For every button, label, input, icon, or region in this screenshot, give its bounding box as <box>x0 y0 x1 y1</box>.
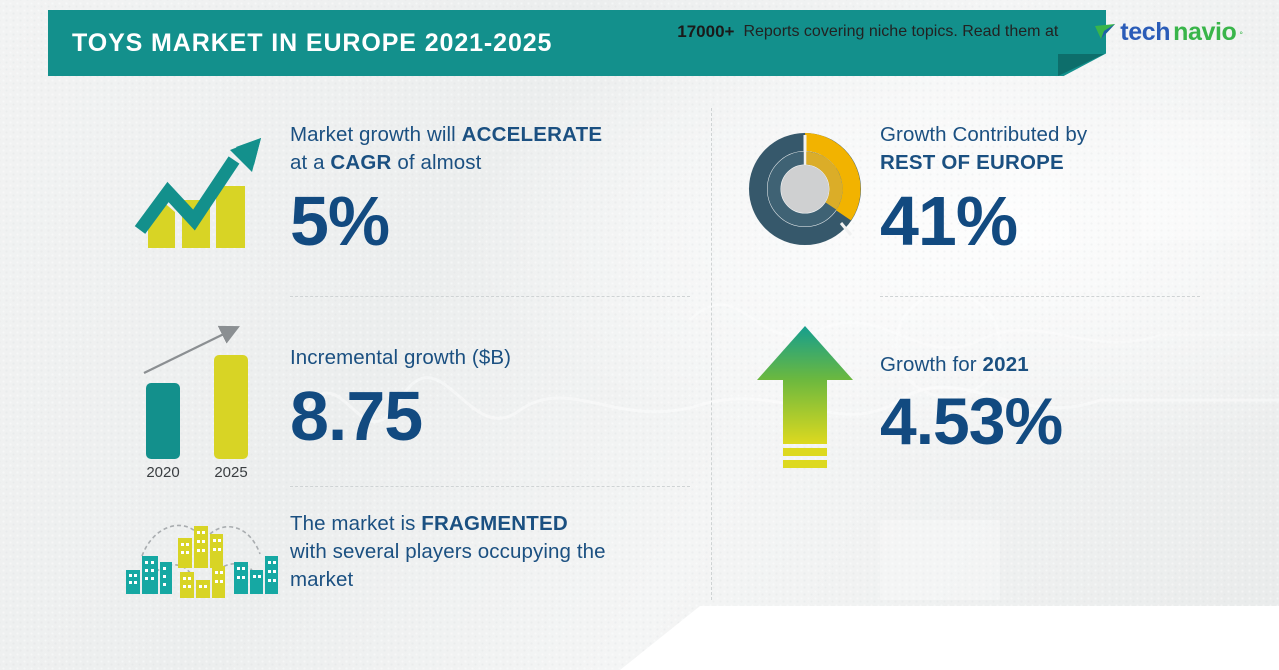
city-buildings-network-icon <box>110 504 290 600</box>
bar-label-2025: 2025 <box>214 464 247 481</box>
incremental-growth-value: 8.75 <box>290 376 423 455</box>
column-divider <box>711 108 712 600</box>
cagr-line2-bold: CAGR <box>330 151 392 175</box>
cagr-value: 5% <box>290 182 390 261</box>
left-divider-1 <box>290 296 690 297</box>
cagr-caption: Market growth will ACCELERATE at a CAGR … <box>290 121 690 178</box>
rest-of-europe-caption: Growth Contributed by REST OF EUROPE <box>880 121 1200 178</box>
growth-2021-text-group: Growth for 2021 4.53% <box>880 351 1200 454</box>
logo-trademark: ° <box>1239 29 1243 40</box>
growth-2021-caption: Growth for 2021 <box>880 351 1200 379</box>
stat-block-rest-of-europe: Growth Contributed by REST OF EUROPE 41% <box>730 96 1200 281</box>
logo-text-navio: navio <box>1173 17 1237 46</box>
incremental-growth-text-group: Incremental growth ($B) 8.75 <box>290 344 690 451</box>
growth-2021-line1-bold: 2021 <box>982 352 1029 376</box>
footer-content: 17000+ Reports covering niche topics. Re… <box>677 0 1243 64</box>
logo-text-tech: tech <box>1120 17 1171 46</box>
rest-of-europe-text-group: Growth Contributed by REST OF EUROPE 41% <box>880 121 1200 256</box>
fragmented-text-group: The market is FRAGMENTED with several pl… <box>290 510 690 595</box>
fragmented-line2: with several players occupying the <box>290 539 606 563</box>
stat-block-incremental-growth: 2020 2025 Incremental growth ($B) 8.75 <box>110 308 690 486</box>
growth-2021-line1-plain: Growth for <box>880 352 983 376</box>
stat-block-fragmented: The market is FRAGMENTED with several pl… <box>110 498 690 606</box>
growth-arrow-bar-chart-icon <box>110 126 290 251</box>
fragmented-line1-plain: The market is <box>290 511 422 535</box>
technavio-arrow-icon <box>1095 24 1116 39</box>
technavio-logo[interactable]: tech navio ° <box>1093 18 1243 47</box>
cagr-line2-tail: of almost <box>391 151 482 175</box>
incremental-growth-label: Incremental growth ($B) <box>290 345 512 369</box>
reports-count: 17000+ <box>677 22 735 41</box>
stat-block-cagr: Market growth will ACCELERATE at a CAGR … <box>110 96 690 281</box>
up-arrow-gradient-icon <box>730 322 880 482</box>
footer-tagline: Reports covering niche topics. Read them… <box>743 23 1059 40</box>
header-banner: TOYS MARKET IN EUROPE 2021-2025 <box>48 10 1106 76</box>
rest-of-europe-line1: Growth Contributed by <box>880 122 1088 146</box>
rest-of-europe-value: 41% <box>880 182 1018 261</box>
two-bar-comparison-icon: 2020 2025 <box>110 313 290 481</box>
left-column: Market growth will ACCELERATE at a CAGR … <box>110 86 690 606</box>
cagr-line2-plain: at a <box>290 151 331 175</box>
fragmented-caption: The market is FRAGMENTED with several pl… <box>290 510 690 595</box>
bar-label-2020: 2020 <box>146 464 179 481</box>
footer-bar <box>620 606 1279 670</box>
cagr-text-group: Market growth will ACCELERATE at a CAGR … <box>290 121 690 256</box>
right-divider-1 <box>880 296 1200 297</box>
fragmented-line3: market <box>290 568 354 592</box>
stat-block-growth-2021: Growth for 2021 4.53% <box>730 312 1200 492</box>
growth-2021-value: 4.53% <box>880 383 1063 458</box>
content-area: Market growth will ACCELERATE at a CAGR … <box>0 86 1279 606</box>
page-title: TOYS MARKET IN EUROPE 2021-2025 <box>72 28 553 57</box>
rest-of-europe-line2-bold: REST OF EUROPE <box>880 151 1064 175</box>
fragmented-line1-bold: FRAGMENTED <box>421 511 568 535</box>
donut-chart-icon <box>730 123 880 255</box>
cagr-line1-plain: Market growth will <box>290 122 462 146</box>
cagr-line1-bold: ACCELERATE <box>461 122 603 146</box>
right-column: Growth Contributed by REST OF EUROPE 41% <box>730 86 1200 606</box>
left-divider-2 <box>290 486 690 487</box>
